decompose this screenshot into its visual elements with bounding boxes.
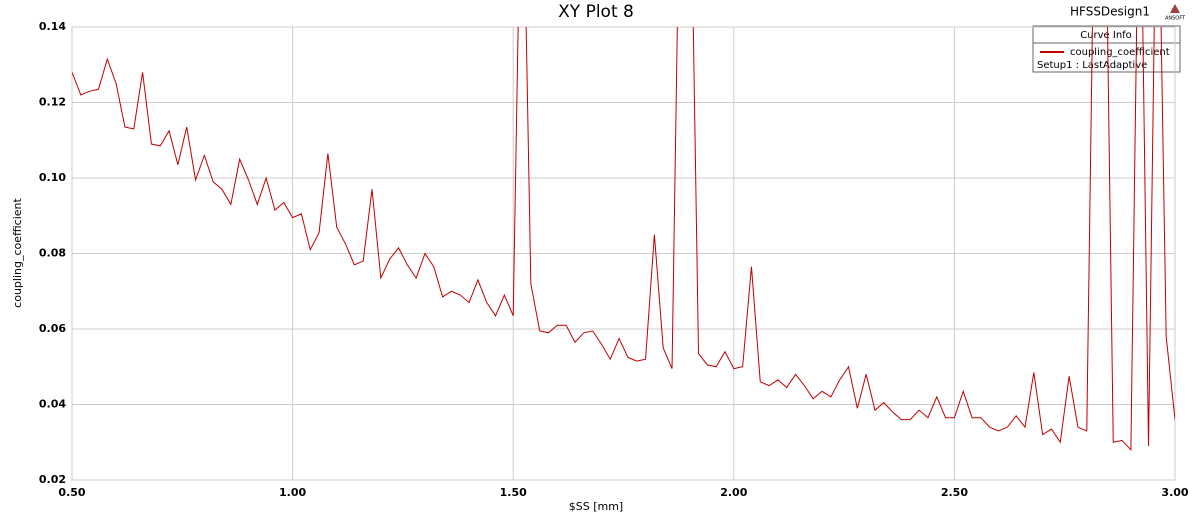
- x-tick-label: 2.00: [720, 486, 747, 499]
- y-axis-label: coupling_coefficient: [11, 197, 24, 307]
- legend-label: coupling_coefficient: [1070, 47, 1170, 58]
- x-tick-label: 0.50: [58, 486, 85, 499]
- y-tick-label: 0.08: [39, 247, 66, 260]
- y-tick-label: 0.06: [39, 322, 66, 335]
- legend-title: Curve Info: [1080, 30, 1132, 41]
- x-tick-label: 2.50: [941, 486, 968, 499]
- y-tick-label: 0.14: [39, 20, 66, 33]
- legend-box: [1032, 25, 1181, 73]
- y-tick-label: 0.02: [39, 473, 66, 486]
- chart-title: XY Plot 8: [558, 2, 634, 22]
- x-tick-label: 3.00: [1161, 486, 1188, 499]
- y-tick-label: 0.10: [39, 171, 66, 184]
- plot-area: [72, 27, 1175, 452]
- data-line: [72, 27, 1175, 452]
- logo-text: ANSOFT: [1165, 16, 1186, 22]
- legend: Curve Info Setup1 : LastAdaptive couplin…: [1032, 25, 1181, 73]
- x-tick-label: 1.00: [279, 486, 306, 499]
- design-name: HFSSDesign1: [1070, 5, 1150, 19]
- x-axis-label: $SS [mm]: [569, 500, 623, 513]
- x-tick-label: 1.50: [500, 486, 527, 499]
- y-tick-label: 0.04: [39, 398, 66, 411]
- y-tick-label: 0.12: [39, 96, 66, 109]
- logo-icon: [1170, 4, 1180, 13]
